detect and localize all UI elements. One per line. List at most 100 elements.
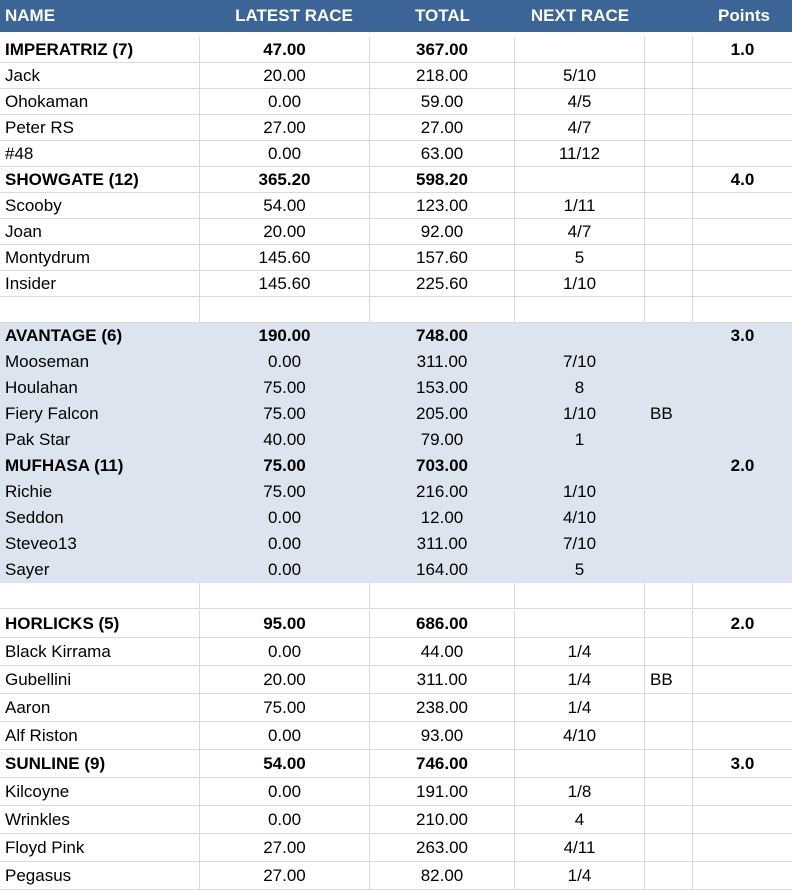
cell-note[interactable] (645, 505, 693, 530)
cell-total[interactable] (370, 297, 515, 322)
cell-total[interactable]: 12.00 (370, 505, 515, 530)
cell-total[interactable]: 311.00 (370, 349, 515, 374)
cell-total[interactable] (370, 583, 515, 608)
cell-note[interactable] (645, 862, 693, 889)
cell-name[interactable]: Black Kirrama (0, 638, 200, 665)
cell-note[interactable] (645, 323, 693, 348)
cell-total[interactable]: 686.00 (370, 610, 515, 637)
cell-total[interactable]: 27.00 (370, 115, 515, 140)
cell-latest-race[interactable]: 0.00 (200, 778, 370, 805)
cell-latest-race[interactable]: 0.00 (200, 806, 370, 833)
cell-latest-race[interactable]: 0.00 (200, 557, 370, 582)
cell-latest-race[interactable]: 27.00 (200, 834, 370, 861)
cell-total[interactable]: 191.00 (370, 778, 515, 805)
cell-next-race[interactable]: 1/10 (515, 479, 645, 504)
header-points[interactable]: Points (718, 6, 770, 25)
cell-name[interactable]: Steveo13 (0, 531, 200, 556)
cell-total[interactable]: 216.00 (370, 479, 515, 504)
cell-latest-race[interactable]: 365.20 (200, 167, 370, 192)
cell-next-race[interactable]: 7/10 (515, 531, 645, 556)
cell-latest-race[interactable]: 75.00 (200, 479, 370, 504)
cell-next-race[interactable]: 1/4 (515, 694, 645, 721)
cell-next-race[interactable]: 5 (515, 557, 645, 582)
cell-next-race[interactable] (515, 610, 645, 637)
cell-next-race[interactable]: 4/7 (515, 115, 645, 140)
cell-note[interactable] (645, 834, 693, 861)
cell-note[interactable] (645, 63, 693, 88)
cell-name[interactable]: MUFHASA (11) (0, 453, 200, 478)
cell-points[interactable] (693, 375, 792, 400)
cell-note[interactable] (645, 531, 693, 556)
cell-next-race[interactable]: 5 (515, 245, 645, 270)
cell-note[interactable] (645, 89, 693, 114)
cell-next-race[interactable]: 11/12 (515, 141, 645, 166)
cell-points[interactable] (693, 193, 792, 218)
cell-points[interactable] (693, 245, 792, 270)
cell-note[interactable] (645, 37, 693, 62)
cell-points[interactable] (693, 479, 792, 504)
cell-next-race[interactable]: 1/4 (515, 638, 645, 665)
cell-note[interactable] (645, 219, 693, 244)
cell-latest-race[interactable]: 0.00 (200, 638, 370, 665)
cell-name[interactable]: Joan (0, 219, 200, 244)
cell-note[interactable] (645, 245, 693, 270)
cell-points[interactable]: 1.0 (730, 39, 755, 59)
cell-next-race[interactable]: 4/10 (515, 722, 645, 749)
cell-points[interactable] (693, 297, 792, 322)
cell-total[interactable]: 79.00 (370, 427, 515, 452)
cell-points[interactable] (693, 638, 792, 665)
cell-note[interactable] (645, 557, 693, 582)
cell-total[interactable]: 367.00 (370, 37, 515, 62)
cell-total[interactable]: 210.00 (370, 806, 515, 833)
cell-note[interactable] (645, 453, 693, 478)
header-name[interactable]: NAME (5, 6, 56, 25)
cell-total[interactable]: 263.00 (370, 834, 515, 861)
cell-name[interactable]: Gubellini (0, 666, 200, 693)
cell-next-race[interactable]: 4 (515, 806, 645, 833)
cell-latest-race[interactable]: 75.00 (200, 401, 370, 426)
cell-note[interactable] (645, 271, 693, 296)
cell-note[interactable]: BB (645, 401, 693, 426)
cell-points[interactable] (693, 722, 792, 749)
cell-name[interactable] (0, 297, 200, 322)
cell-next-race[interactable]: 4/10 (515, 505, 645, 530)
cell-name[interactable]: Sayer (0, 557, 200, 582)
cell-latest-race[interactable] (200, 583, 370, 608)
cell-name[interactable]: Jack (0, 63, 200, 88)
cell-note[interactable] (645, 694, 693, 721)
cell-points[interactable] (693, 427, 792, 452)
cell-total[interactable]: 153.00 (370, 375, 515, 400)
cell-next-race[interactable]: 1/4 (515, 666, 645, 693)
cell-latest-race[interactable]: 0.00 (200, 141, 370, 166)
cell-next-race[interactable]: 7/10 (515, 349, 645, 374)
cell-latest-race[interactable]: 75.00 (200, 453, 370, 478)
cell-note[interactable] (645, 750, 693, 777)
cell-points[interactable] (693, 778, 792, 805)
cell-total[interactable]: 82.00 (370, 862, 515, 889)
cell-latest-race[interactable]: 95.00 (200, 610, 370, 637)
cell-total[interactable]: 238.00 (370, 694, 515, 721)
cell-name[interactable]: Houlahan (0, 375, 200, 400)
cell-note[interactable] (645, 297, 693, 322)
header-note[interactable] (645, 0, 693, 32)
cell-points[interactable] (693, 694, 792, 721)
cell-name[interactable]: Wrinkles (0, 806, 200, 833)
cell-name[interactable]: SUNLINE (9) (0, 750, 200, 777)
cell-latest-race[interactable]: 145.60 (200, 271, 370, 296)
cell-latest-race[interactable]: 75.00 (200, 375, 370, 400)
cell-latest-race[interactable]: 27.00 (200, 115, 370, 140)
cell-total[interactable]: 205.00 (370, 401, 515, 426)
cell-name[interactable]: HORLICKS (5) (0, 610, 200, 637)
cell-points[interactable] (693, 531, 792, 556)
cell-points[interactable] (693, 115, 792, 140)
cell-latest-race[interactable]: 0.00 (200, 349, 370, 374)
cell-note[interactable] (645, 583, 693, 608)
cell-latest-race[interactable]: 40.00 (200, 427, 370, 452)
cell-note[interactable] (645, 479, 693, 504)
cell-points[interactable] (693, 63, 792, 88)
cell-note[interactable] (645, 349, 693, 374)
cell-note[interactable] (645, 722, 693, 749)
cell-note[interactable] (645, 193, 693, 218)
cell-latest-race[interactable]: 145.60 (200, 245, 370, 270)
cell-name[interactable]: IMPERATRIZ (7) (0, 37, 200, 62)
